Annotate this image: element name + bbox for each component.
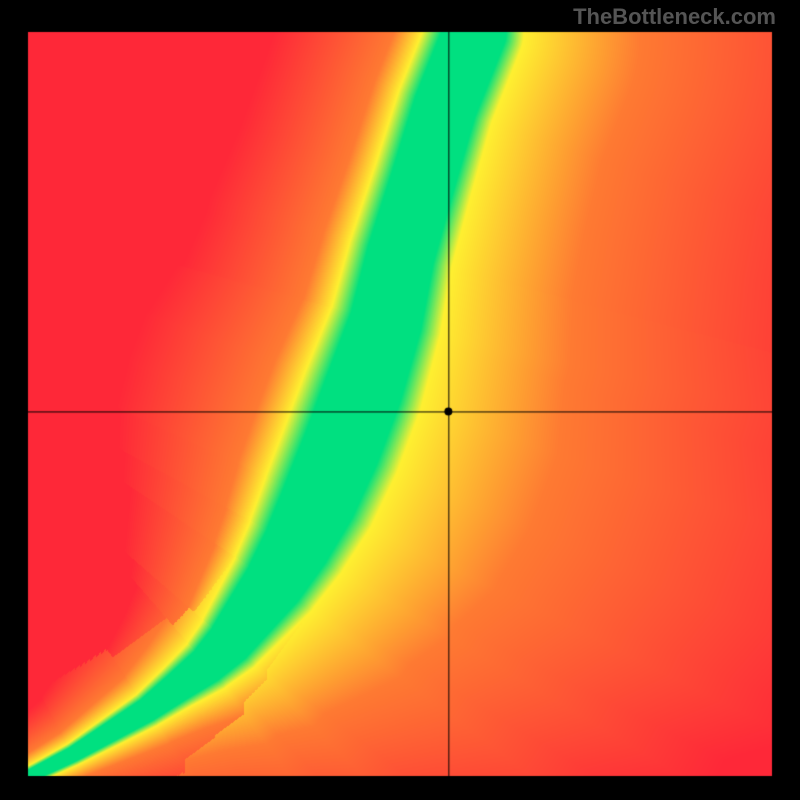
chart-container: TheBottleneck.com: [0, 0, 800, 800]
bottleneck-heatmap: [0, 0, 800, 800]
watermark-text: TheBottleneck.com: [573, 4, 776, 30]
